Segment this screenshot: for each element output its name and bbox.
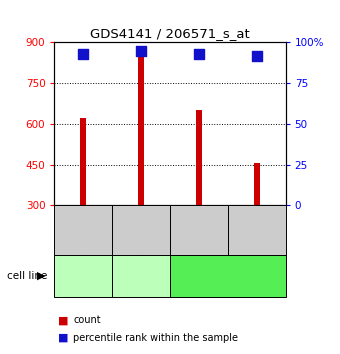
Text: ■: ■ <box>58 315 68 325</box>
Text: GSM701544: GSM701544 <box>194 205 203 256</box>
Text: GSM701545: GSM701545 <box>252 205 261 256</box>
Point <box>196 51 202 57</box>
Bar <box>254 163 260 205</box>
Text: ▶: ▶ <box>36 271 45 281</box>
Text: GSM701542: GSM701542 <box>79 205 88 256</box>
Text: presenilin 2 (PS2)
iPSCs: presenilin 2 (PS2) iPSCs <box>194 267 261 286</box>
Text: cell line: cell line <box>7 271 47 281</box>
Text: GSM701543: GSM701543 <box>137 205 146 256</box>
Bar <box>80 119 86 205</box>
Point <box>254 53 259 58</box>
Text: count: count <box>73 315 101 325</box>
Text: Sporadic
PD-derived
iPSCs: Sporadic PD-derived iPSCs <box>120 261 162 291</box>
Text: percentile rank within the sample: percentile rank within the sample <box>73 333 238 343</box>
Text: control
IPSCs: control IPSCs <box>70 267 97 286</box>
Title: GDS4141 / 206571_s_at: GDS4141 / 206571_s_at <box>90 27 250 40</box>
Bar <box>196 110 202 205</box>
Text: ■: ■ <box>58 333 68 343</box>
Point <box>138 48 144 53</box>
Bar <box>138 51 144 205</box>
Point <box>81 51 86 57</box>
